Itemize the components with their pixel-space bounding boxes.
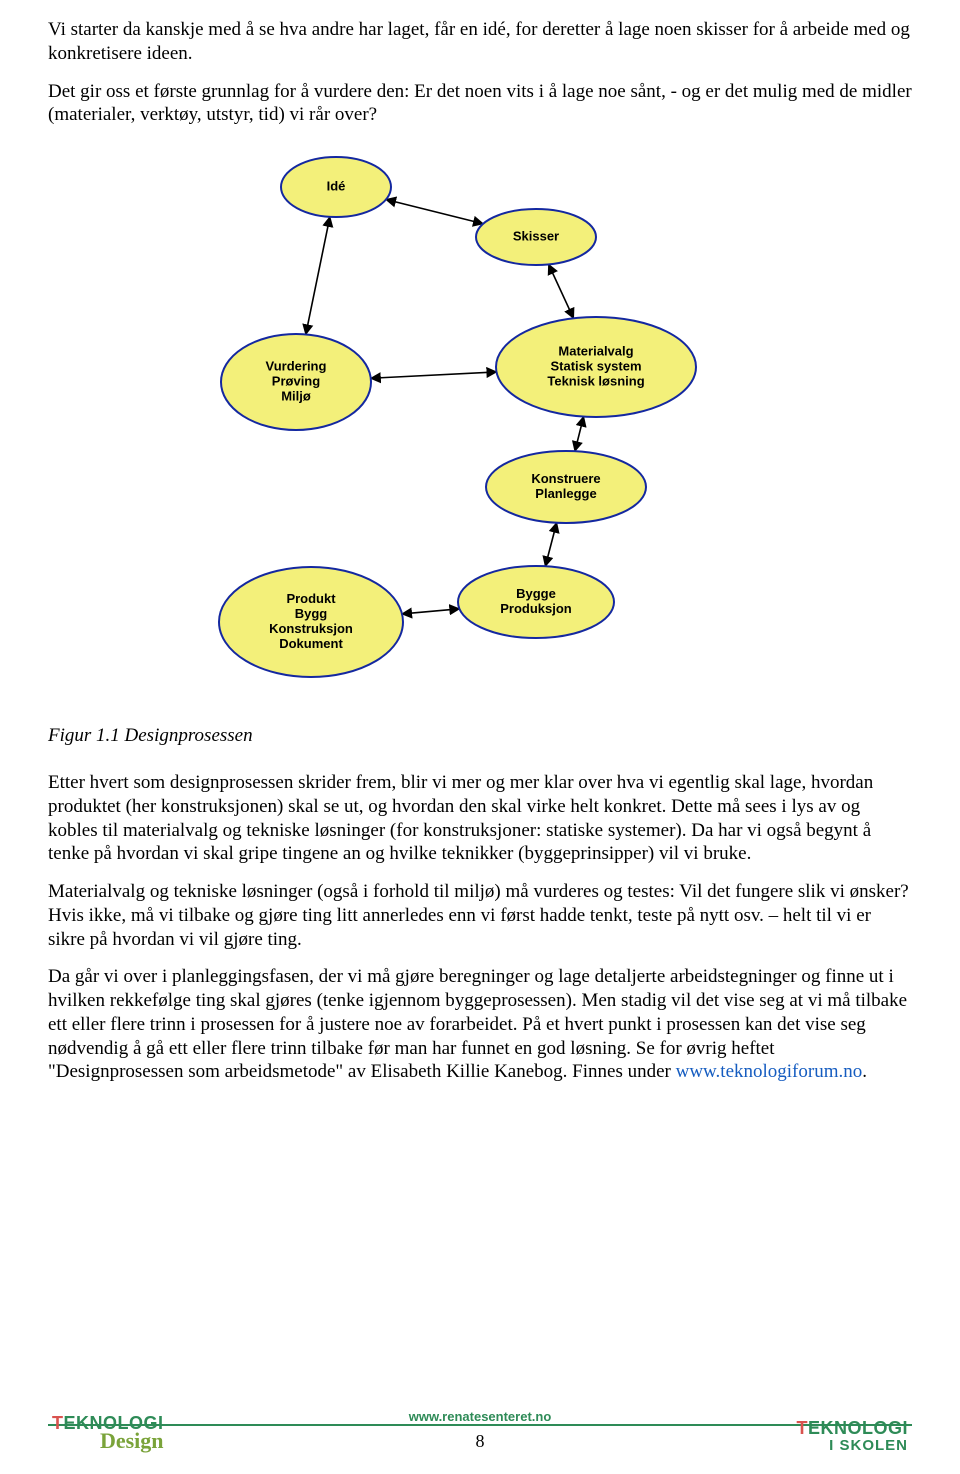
svg-text:Produkt: Produkt: [286, 591, 336, 606]
svg-text:Prøving: Prøving: [272, 373, 320, 388]
svg-text:Statisk system: Statisk system: [550, 358, 641, 373]
svg-text:Miljø: Miljø: [281, 388, 311, 403]
svg-text:Planlegge: Planlegge: [535, 486, 596, 501]
logo-right-wordmark: TEKNOLOGI: [796, 1418, 908, 1439]
svg-text:Dokument: Dokument: [279, 636, 343, 651]
svg-text:Konstruksjon: Konstruksjon: [269, 621, 353, 636]
page-footer: www.renatesenteret.no 8 TEKNOLOGI Design…: [0, 1402, 960, 1474]
body-paragraph-3: Etter hvert som designprosessen skrider …: [48, 771, 912, 866]
svg-text:Konstruere: Konstruere: [531, 471, 600, 486]
svg-text:Materialvalg: Materialvalg: [558, 343, 633, 358]
teknologiforum-link[interactable]: www.teknologiforum.no: [676, 1061, 863, 1082]
svg-text:Bygg: Bygg: [295, 606, 328, 621]
intro-paragraph-2: Det gir oss et første grunnlag for å vur…: [48, 80, 912, 128]
svg-text:Produksjon: Produksjon: [500, 601, 572, 616]
body-p5-text-b: .: [862, 1061, 867, 1082]
svg-text:Bygge: Bygge: [516, 586, 556, 601]
svg-text:Skisser: Skisser: [513, 228, 559, 243]
logo-teknologi-design: TEKNOLOGI Design: [52, 1413, 164, 1454]
figure-caption: Figur 1.1 Designprosessen: [48, 725, 912, 747]
logo-right-subtitle: I SKOLEN: [796, 1437, 908, 1454]
body-paragraph-4: Materialvalg og tekniske løsninger (også…: [48, 880, 912, 951]
footer-divider: [48, 1424, 912, 1426]
svg-text:Idé: Idé: [327, 178, 346, 193]
svg-text:Teknisk løsning: Teknisk løsning: [547, 373, 644, 388]
intro-paragraph-1: Vi starter da kanskje med å se hva andre…: [48, 18, 912, 66]
logo-teknologi-skolen: TEKNOLOGI I SKOLEN: [796, 1418, 908, 1454]
svg-text:Vurdering: Vurdering: [266, 358, 327, 373]
body-paragraph-5: Da går vi over i planleggingsfasen, der …: [48, 965, 912, 1084]
design-process-diagram: Idé Skisser VurderingPrøvingMiljø Materialv…: [96, 147, 796, 707]
